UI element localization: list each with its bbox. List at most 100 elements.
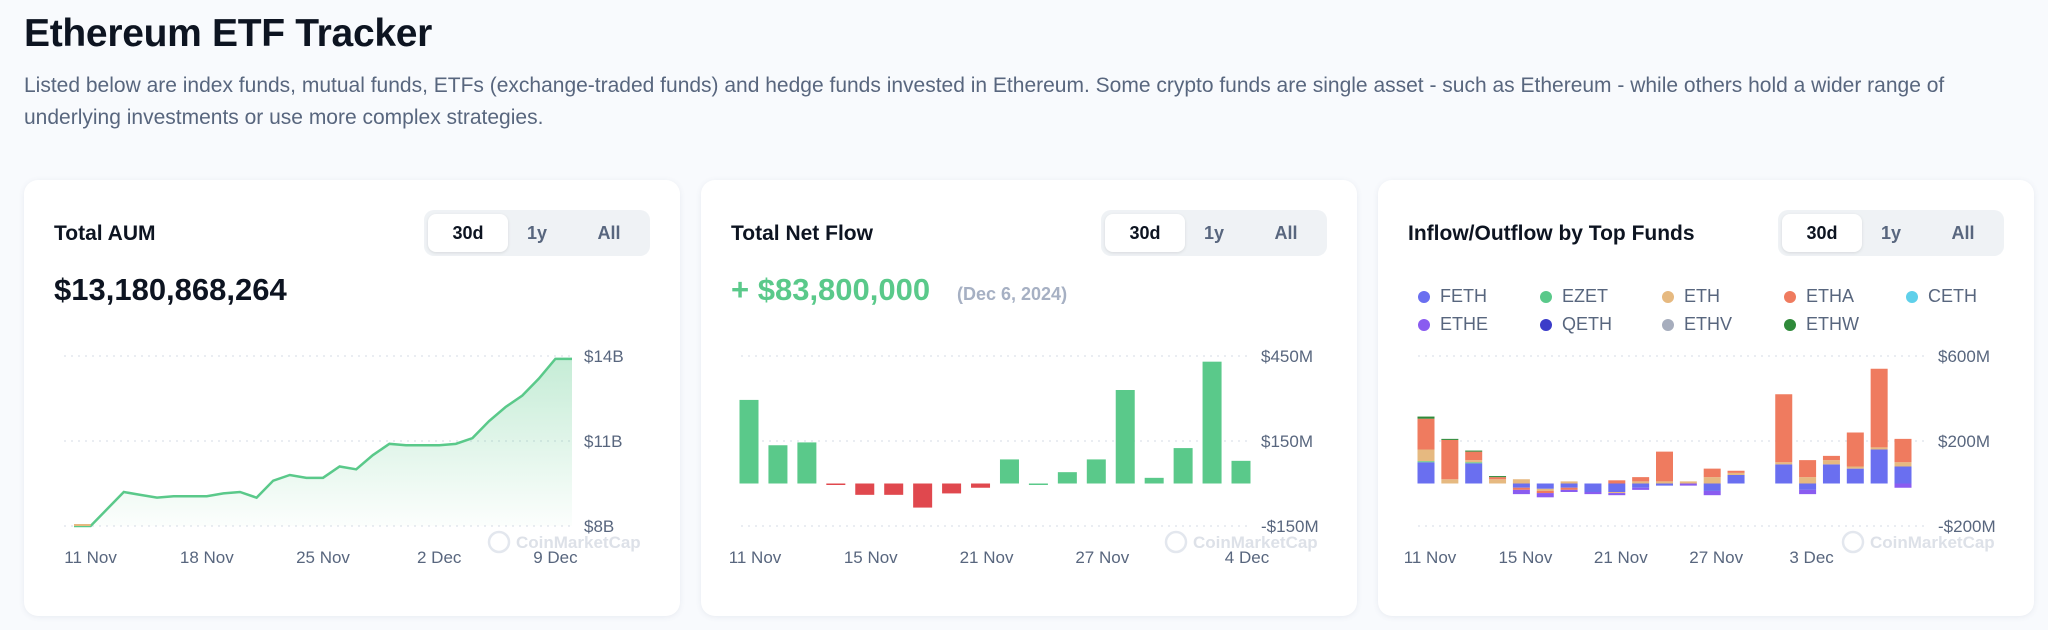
fund-bar-segment[interactable] [1846, 468, 1864, 484]
fund-bar-segment[interactable] [1608, 492, 1626, 494]
net-flow-bar[interactable] [1144, 477, 1164, 484]
fund-bar-segment[interactable] [1870, 449, 1888, 484]
range-1y-button[interactable]: 1y [526, 222, 548, 243]
fund-bar-segment[interactable] [1536, 490, 1554, 494]
net-flow-bar[interactable] [884, 483, 904, 495]
range-all-button[interactable]: All [1274, 222, 1298, 243]
fund-bar-segment[interactable] [1417, 449, 1435, 462]
legend-item[interactable]: FETH [1418, 286, 1487, 307]
net-flow-bar[interactable] [797, 442, 817, 484]
fund-bar-segment[interactable] [1870, 447, 1888, 450]
fund-bar-segment[interactable] [1632, 483, 1650, 488]
fund-bar-segment[interactable] [1775, 394, 1793, 463]
fund-bar-segment[interactable] [1512, 489, 1530, 495]
fund-bar-segment[interactable] [1417, 416, 1435, 419]
fund-bar-segment[interactable] [1632, 487, 1650, 490]
net-flow-bar[interactable] [942, 483, 962, 494]
fund-bar-segment[interactable] [1489, 479, 1507, 484]
range-all-button[interactable]: All [1951, 222, 1975, 243]
fund-bar-segment[interactable] [1465, 451, 1483, 461]
legend-item[interactable]: EZET [1540, 286, 1608, 307]
fund-bar-segment[interactable] [1512, 487, 1530, 490]
fund-bar-segment[interactable] [1727, 475, 1745, 484]
net-flow-bar[interactable] [855, 483, 875, 495]
net-flow-bar[interactable] [826, 483, 846, 486]
range-30d-button[interactable]: 30d [1105, 214, 1185, 252]
net-flow-bar[interactable] [1173, 448, 1193, 484]
range-30d-button[interactable]: 30d [428, 214, 508, 252]
net-flow-bar[interactable] [971, 483, 991, 488]
fund-bar-segment[interactable] [1727, 470, 1745, 473]
fund-bar-segment[interactable] [1679, 483, 1697, 486]
fund-bar-segment[interactable] [1703, 483, 1721, 491]
fund-bar-segment[interactable] [1465, 460, 1483, 463]
legend-item[interactable]: ETH [1662, 286, 1720, 307]
fund-bar-segment[interactable] [1608, 480, 1626, 484]
fund-bar-segment[interactable] [1822, 460, 1840, 465]
fund-bar-segment[interactable] [1560, 481, 1578, 484]
fund-bar-segment[interactable] [1512, 479, 1530, 484]
fund-bar-segment[interactable] [1560, 483, 1578, 488]
fund-bar-segment[interactable] [1608, 483, 1626, 493]
fund-bar-segment[interactable] [1775, 462, 1793, 465]
net-flow-bar[interactable] [1231, 460, 1251, 484]
fund-bar-segment[interactable] [1846, 432, 1864, 467]
legend-item[interactable]: QETH [1540, 314, 1612, 335]
fund-bar-segment[interactable] [1441, 439, 1459, 480]
fund-bar-segment[interactable] [1727, 472, 1745, 475]
fund-bar-segment[interactable] [1870, 368, 1888, 448]
fund-bar-segment[interactable] [1417, 462, 1435, 484]
net-flow-bar[interactable] [1115, 390, 1135, 484]
net-flow-bar[interactable] [1057, 472, 1077, 484]
fund-bar-segment[interactable] [1489, 476, 1507, 478]
fund-bar-segment[interactable] [1775, 464, 1793, 484]
fund-bar-segment[interactable] [1584, 483, 1602, 493]
fund-bar-segment[interactable] [1465, 463, 1483, 484]
net-flow-bar[interactable] [768, 445, 788, 484]
fund-bar-segment[interactable] [1703, 477, 1721, 484]
fund-bar-segment[interactable] [1560, 487, 1578, 490]
legend-item[interactable]: ETHA [1784, 286, 1854, 307]
fund-bar-segment[interactable] [1656, 483, 1673, 486]
fund-bar-segment[interactable] [1632, 477, 1650, 482]
fund-bar-segment[interactable] [1441, 479, 1459, 484]
fund-bar-segment[interactable] [1822, 455, 1840, 461]
fund-bar-segment[interactable] [1632, 481, 1650, 484]
net-flow-bar[interactable] [739, 399, 759, 484]
fund-bar-segment[interactable] [1489, 477, 1507, 480]
fund-bar-segment[interactable] [1799, 477, 1817, 484]
range-30d-button[interactable]: 30d [1782, 214, 1862, 252]
net-flow-bar[interactable] [913, 483, 933, 508]
legend-item[interactable]: ETHV [1662, 314, 1732, 335]
fund-bar-segment[interactable] [1441, 438, 1459, 440]
legend-item[interactable]: CETH [1906, 286, 1977, 307]
fund-bar-segment[interactable] [1536, 483, 1554, 489]
fund-bar-segment[interactable] [1417, 418, 1435, 450]
fund-bar-segment[interactable] [1894, 438, 1912, 463]
fund-bar-segment[interactable] [1536, 493, 1554, 498]
net-flow-bar[interactable] [1086, 459, 1106, 484]
fund-bar-segment[interactable] [1822, 464, 1840, 484]
fund-bar-segment[interactable] [1608, 493, 1626, 496]
range-1y-button[interactable]: 1y [1880, 222, 1902, 243]
net-flow-bar[interactable] [1202, 361, 1222, 484]
range-1y-button[interactable]: 1y [1203, 222, 1225, 243]
fund-bar-segment[interactable] [1512, 483, 1530, 488]
fund-bar-segment[interactable] [1465, 450, 1483, 452]
legend-item[interactable]: ETHE [1418, 314, 1488, 335]
fund-bar-segment[interactable] [1584, 492, 1602, 495]
fund-bar-segment[interactable] [1799, 483, 1817, 490]
fund-bar-segment[interactable] [1679, 481, 1697, 484]
net-flow-bar[interactable] [999, 459, 1019, 484]
range-all-button[interactable]: All [597, 222, 621, 243]
fund-bar-segment[interactable] [1417, 461, 1435, 463]
fund-bar-segment[interactable] [1799, 489, 1817, 495]
fund-bar-segment[interactable] [1656, 451, 1673, 482]
fund-bar-segment[interactable] [1894, 466, 1912, 484]
fund-bar-segment[interactable] [1894, 462, 1912, 467]
fund-bar-segment[interactable] [1846, 466, 1864, 469]
net-flow-bar[interactable] [1028, 483, 1048, 486]
fund-bar-segment[interactable] [1703, 490, 1721, 496]
fund-bar-segment[interactable] [1703, 468, 1721, 478]
fund-bar-segment[interactable] [1536, 488, 1554, 491]
